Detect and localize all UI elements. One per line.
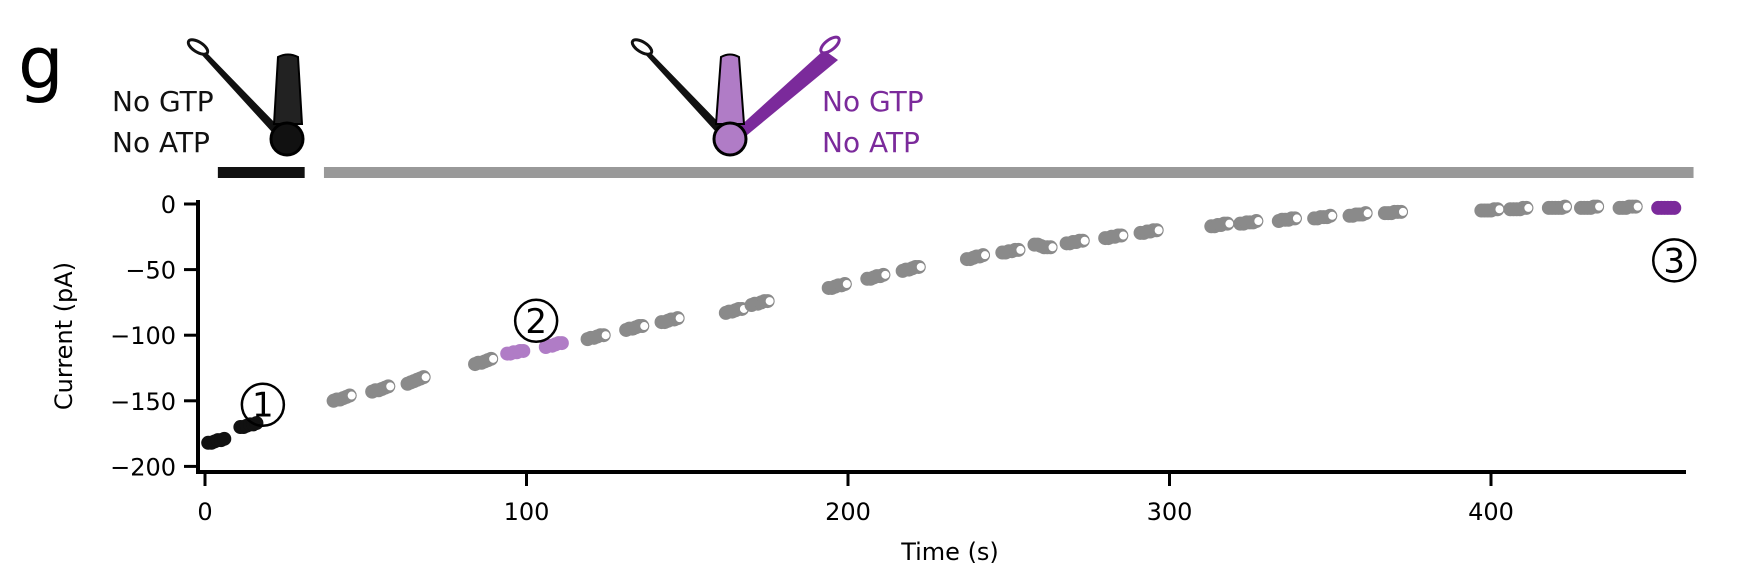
axes xyxy=(196,200,1686,474)
x-tick-label: 0 xyxy=(197,498,212,526)
sweep-series-13 xyxy=(744,294,775,313)
x-ticks: 0 100 200 300 400 xyxy=(197,472,1514,526)
y-tick-label: −200 xyxy=(110,453,176,481)
data-point-open-end xyxy=(488,353,499,364)
data-point-open-end xyxy=(1224,218,1235,229)
data-point xyxy=(516,343,531,358)
sweep-series-14 xyxy=(821,277,852,295)
data-point-open-end xyxy=(1253,216,1264,227)
pipette-1-label-line2: No ATP xyxy=(112,126,210,159)
y-tick-label: −50 xyxy=(125,257,176,285)
sweep-series-28 xyxy=(1377,204,1408,221)
sweep-series-34 xyxy=(1651,200,1682,215)
sweep-series-22 xyxy=(1133,223,1164,240)
data-point-open-end xyxy=(1632,201,1643,212)
data-point-open-end xyxy=(1153,225,1164,236)
condition-bars xyxy=(217,167,1694,178)
sweep-series-3 xyxy=(326,388,357,408)
data-point-open-end xyxy=(1362,208,1373,219)
sweep-series-12 xyxy=(718,301,749,320)
sweep-series-21 xyxy=(1098,228,1129,246)
data-point-open-end xyxy=(1015,244,1026,255)
panel-letter: g xyxy=(18,21,64,105)
data-point-open-end xyxy=(1291,213,1302,224)
sweep-series-11 xyxy=(654,311,685,330)
sweep-series-10 xyxy=(619,319,650,337)
data-point-open-end xyxy=(764,296,775,307)
pipette-1-label-line1: No GTP xyxy=(112,85,214,118)
data-point-open-end xyxy=(600,330,611,341)
data-point-open-end xyxy=(1561,201,1572,212)
condition-markers: 1 2 3 xyxy=(240,238,1697,427)
y-tick-label: 0 xyxy=(161,191,176,219)
marker-circle-1 xyxy=(240,382,286,427)
data-point-open-end xyxy=(980,250,991,261)
data-point-open-end xyxy=(346,390,357,401)
pipette-icon-control xyxy=(186,38,305,157)
sweep-series-6 xyxy=(468,351,499,372)
sweep-series-30 xyxy=(1503,200,1534,217)
sweep-series-20 xyxy=(1059,233,1090,251)
data-point-open-end xyxy=(639,321,650,332)
sweep-series-32 xyxy=(1574,199,1605,215)
y-axis-title: Current (pA) xyxy=(50,262,78,410)
marker-label-2: 2 xyxy=(525,302,547,342)
data-point xyxy=(217,431,232,446)
sweep-series-17 xyxy=(959,248,991,267)
sweep-series-25 xyxy=(1271,211,1302,229)
data-point-open-end xyxy=(420,372,431,383)
sweep-series-27 xyxy=(1342,206,1373,223)
condition-bar-2 xyxy=(323,167,1694,178)
data-points xyxy=(201,199,1682,450)
x-tick-label: 100 xyxy=(504,498,550,526)
data-point-open-end xyxy=(880,269,891,280)
sweep-series-16 xyxy=(895,259,926,278)
data-point-open-end xyxy=(1523,202,1534,213)
data-point-open-end xyxy=(1327,210,1338,221)
data-point-open-end xyxy=(674,313,685,324)
y-tick-label: −150 xyxy=(110,388,176,416)
pipette-2-label-line1: No GTP xyxy=(822,85,924,118)
sweep-series-7 xyxy=(500,343,531,361)
x-axis-title: Time (s) xyxy=(900,538,999,566)
condition-bar-1 xyxy=(217,167,305,178)
marker-circle-2 xyxy=(513,298,559,344)
data-point-open-end xyxy=(1494,204,1505,215)
sweep-series-4 xyxy=(365,379,396,399)
sweep-series-9 xyxy=(580,328,611,347)
sweep-series-1 xyxy=(201,431,232,450)
data-point-open-end xyxy=(1118,230,1129,241)
sweep-series-8 xyxy=(538,336,569,355)
marker-label-1: 1 xyxy=(252,386,274,426)
y-tick-label: −100 xyxy=(110,322,176,350)
x-tick-label: 400 xyxy=(1468,498,1514,526)
data-point-open-end xyxy=(915,261,926,272)
pipette-icon-test xyxy=(630,35,841,157)
sweep-series-19 xyxy=(1027,237,1058,255)
data-point-open-end xyxy=(1047,242,1058,253)
data-point-open-end xyxy=(385,381,396,392)
y-ticks: 0 −50 −100 −150 −200 xyxy=(110,191,198,481)
sweep-series-26 xyxy=(1307,208,1338,226)
sweep-series-33 xyxy=(1612,199,1643,215)
data-point-open-end xyxy=(841,279,852,290)
sweep-series-5 xyxy=(400,370,431,391)
data-point-open-end xyxy=(1594,201,1605,212)
sweep-series-24 xyxy=(1233,214,1264,231)
sweep-series-18 xyxy=(995,242,1026,260)
sweep-series-15 xyxy=(860,267,891,286)
x-tick-label: 300 xyxy=(1147,498,1193,526)
sweep-series-31 xyxy=(1541,199,1572,215)
data-point-open-end xyxy=(1079,235,1090,246)
data-point-open-end xyxy=(1397,206,1408,217)
marker-circle-3 xyxy=(1652,238,1697,283)
sweep-series-23 xyxy=(1204,216,1235,234)
marker-label-3: 3 xyxy=(1663,241,1685,281)
x-tick-label: 200 xyxy=(825,498,871,526)
data-point xyxy=(1667,200,1682,215)
data-point xyxy=(554,336,569,351)
pipette-2-label-line2: No ATP xyxy=(822,126,920,159)
sweep-series-29 xyxy=(1474,202,1505,218)
